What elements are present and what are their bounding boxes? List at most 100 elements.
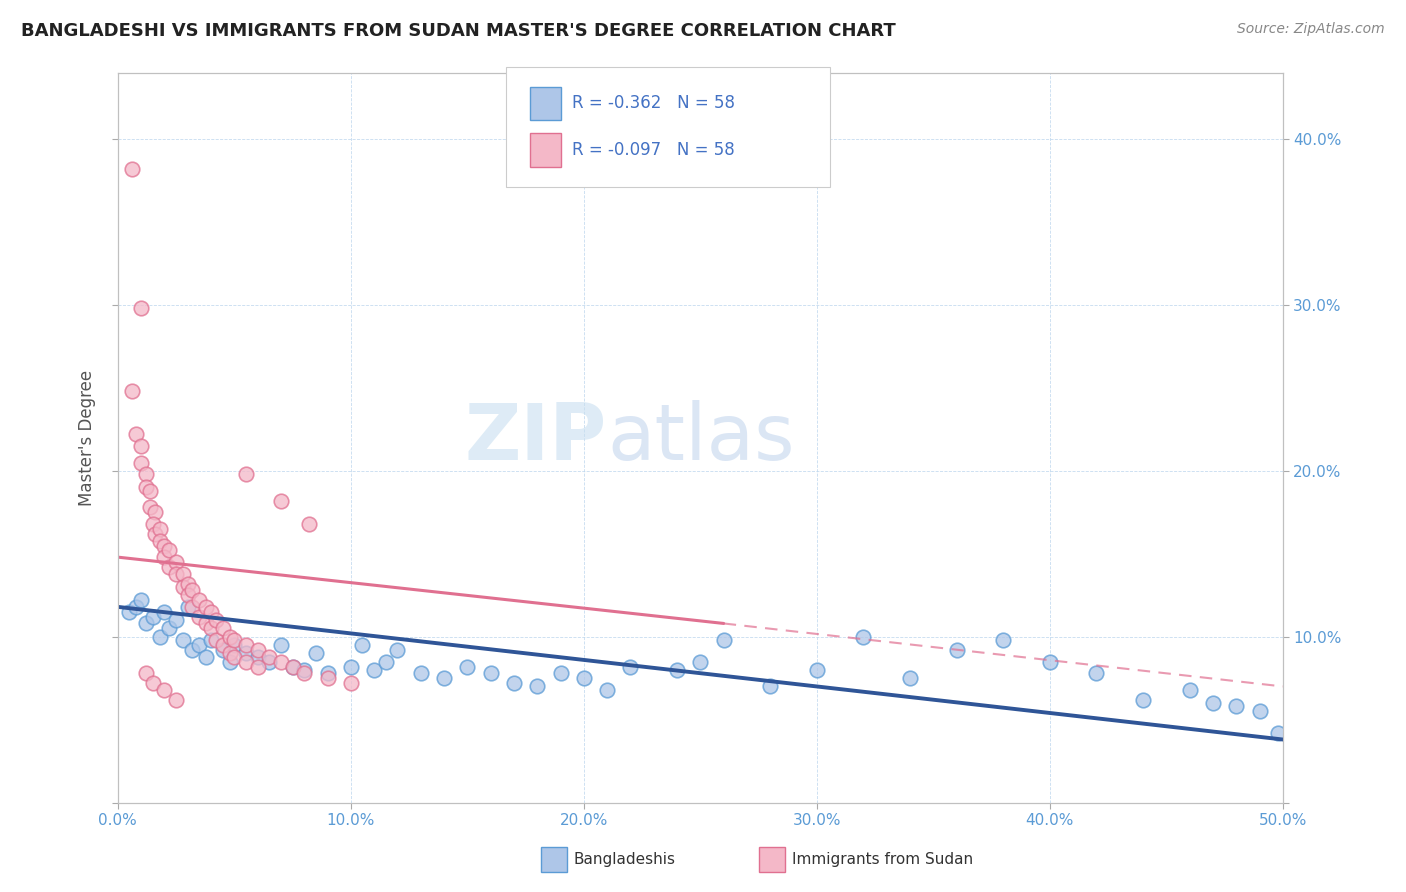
Point — [713, 633, 735, 648]
Point — [165, 692, 187, 706]
Point — [135, 481, 157, 495]
Point — [281, 659, 304, 673]
Point — [181, 583, 204, 598]
Point — [235, 638, 257, 652]
Point — [188, 610, 211, 624]
Point — [246, 649, 269, 664]
Point — [172, 633, 194, 648]
Point — [316, 671, 339, 685]
Point — [211, 622, 233, 636]
Point — [270, 493, 292, 508]
Text: BANGLADESHI VS IMMIGRANTS FROM SUDAN MASTER'S DEGREE CORRELATION CHART: BANGLADESHI VS IMMIGRANTS FROM SUDAN MAS… — [21, 22, 896, 40]
Text: R = -0.362   N = 58: R = -0.362 N = 58 — [572, 95, 735, 112]
Point — [129, 439, 152, 453]
Point — [129, 456, 152, 470]
Point — [211, 643, 233, 657]
Point — [387, 643, 409, 657]
Point — [218, 646, 240, 660]
Point — [157, 560, 180, 574]
Point — [503, 676, 526, 690]
Point — [118, 605, 141, 619]
Point — [195, 649, 218, 664]
Point — [259, 655, 281, 669]
Text: atlas: atlas — [607, 400, 794, 475]
Point — [898, 671, 921, 685]
Point — [235, 646, 257, 660]
Point — [139, 500, 162, 515]
Point — [1249, 704, 1271, 718]
Point — [153, 682, 176, 697]
Point — [316, 666, 339, 681]
Point — [204, 633, 226, 648]
Point — [374, 655, 396, 669]
Point — [149, 522, 172, 536]
Point — [181, 599, 204, 614]
Point — [143, 505, 166, 519]
Point — [945, 643, 967, 657]
Point — [165, 566, 187, 581]
Point — [149, 630, 172, 644]
Point — [142, 610, 165, 624]
Point — [153, 550, 176, 565]
Point — [409, 666, 432, 681]
Point — [200, 622, 222, 636]
Point — [224, 638, 246, 652]
Point — [224, 649, 246, 664]
Point — [149, 533, 172, 548]
Point — [1085, 666, 1108, 681]
Text: Immigrants from Sudan: Immigrants from Sudan — [792, 853, 973, 867]
Point — [270, 638, 292, 652]
Point — [142, 516, 165, 531]
Point — [135, 616, 157, 631]
Point — [292, 666, 315, 681]
Point — [165, 613, 187, 627]
Point — [1225, 699, 1247, 714]
Point — [479, 666, 502, 681]
Point — [157, 543, 180, 558]
Point — [218, 655, 240, 669]
Text: R = -0.097   N = 58: R = -0.097 N = 58 — [572, 141, 735, 159]
Point — [619, 659, 641, 673]
Point — [172, 580, 194, 594]
Point — [181, 643, 204, 657]
Point — [281, 659, 304, 673]
Point — [143, 527, 166, 541]
Point — [1202, 696, 1225, 710]
Point — [157, 622, 180, 636]
Point — [259, 649, 281, 664]
Point — [235, 467, 257, 482]
Point — [188, 593, 211, 607]
Point — [121, 384, 143, 399]
Point — [993, 633, 1015, 648]
Point — [135, 666, 157, 681]
Text: ZIP: ZIP — [465, 400, 607, 475]
Point — [1178, 682, 1201, 697]
Point — [121, 162, 143, 177]
Point — [172, 566, 194, 581]
Point — [526, 680, 548, 694]
Point — [1132, 692, 1154, 706]
Point — [204, 613, 226, 627]
Point — [806, 663, 828, 677]
Point — [139, 483, 162, 498]
Point — [129, 301, 152, 316]
Point — [135, 467, 157, 482]
Point — [125, 599, 148, 614]
Point — [340, 676, 363, 690]
Point — [142, 676, 165, 690]
Point — [235, 655, 257, 669]
Point — [666, 663, 689, 677]
Point — [177, 576, 200, 591]
Point — [246, 643, 269, 657]
Point — [224, 633, 246, 648]
Point — [1267, 726, 1289, 740]
Point — [195, 599, 218, 614]
Point — [211, 638, 233, 652]
Point — [270, 655, 292, 669]
Point — [572, 671, 595, 685]
Point — [759, 680, 782, 694]
Point — [352, 638, 374, 652]
Point — [433, 671, 456, 685]
Point — [125, 427, 148, 442]
Point — [188, 638, 211, 652]
